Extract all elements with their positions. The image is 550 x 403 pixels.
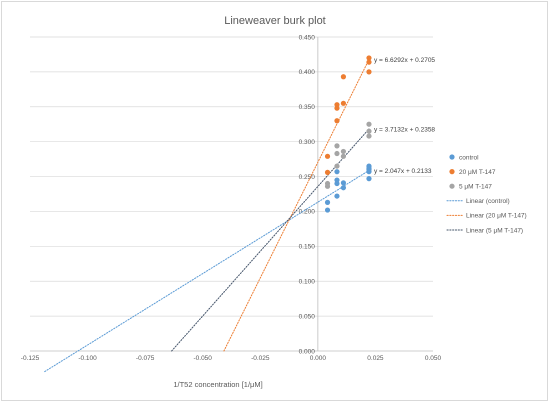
y-tick-label: 0.100 <box>299 279 316 286</box>
trendline-equation-0: y = 2.047x + 0.2133 <box>374 168 432 175</box>
data-point-0 <box>366 169 372 175</box>
data-point-0 <box>324 199 331 205</box>
x-tick-label: -0.025 <box>251 355 270 362</box>
legend-marker-0 <box>449 154 455 160</box>
legend-label-2: 5 μM T-147 <box>459 184 492 191</box>
trendline-2 <box>171 128 370 352</box>
data-point-1 <box>324 153 331 159</box>
x-axis-title: 1/T52 concentration [1/μM] <box>173 380 262 389</box>
x-tick-label: 0.025 <box>367 355 384 362</box>
x-tick-label: -0.075 <box>136 355 155 362</box>
y-tick-label: 0.300 <box>299 139 316 146</box>
data-point-2 <box>334 150 340 157</box>
y-tick-label: 0.250 <box>299 174 316 181</box>
trendline-0 <box>44 169 370 373</box>
legend-label-5: Linear (5 μM T-147) <box>466 227 523 234</box>
data-point-1 <box>334 118 340 124</box>
tick-labels: 0.000 0.050 0.100 0.150 0.200 0.250 0.300 0.350… <box>21 34 442 362</box>
trendline-1 <box>223 59 370 352</box>
y-tick-label: 0.200 <box>299 209 316 216</box>
data-point-0 <box>340 185 347 191</box>
data-point-1 <box>366 59 372 65</box>
y-tick-label: 0.400 <box>299 69 316 76</box>
data-point-0 <box>366 176 372 182</box>
legend-label-1: 20 μM T-147 <box>459 169 496 176</box>
y-tick-label: 0.050 <box>299 313 316 320</box>
data-point-2 <box>340 153 347 159</box>
x-tick-label: 0.050 <box>425 355 442 362</box>
data-point-2 <box>366 121 372 127</box>
data-point-1 <box>340 100 347 106</box>
chart-title: Lineweaver burk plot <box>224 15 326 27</box>
y-tick-label: 0.450 <box>299 34 316 41</box>
data-point-2 <box>324 180 331 187</box>
x-tick-label: -0.125 <box>21 355 40 362</box>
data-point-0 <box>334 169 340 175</box>
trendline-equations: y = 2.047x + 0.2133 y = 6.6292x + 0.2705 y… <box>374 57 435 175</box>
data-point-2 <box>334 163 340 169</box>
trendline-equation-2: y = 3.7132x + 0.2358 <box>374 126 435 133</box>
trendlines <box>44 59 370 373</box>
data-point-2 <box>334 143 340 149</box>
y-tick-label: 0.150 <box>299 244 316 251</box>
data-point-1 <box>334 105 340 111</box>
data-point-2 <box>340 148 347 155</box>
data-point-1 <box>340 74 347 80</box>
data-point-0 <box>334 177 340 183</box>
data-point-2 <box>366 133 372 139</box>
data-point-0 <box>340 180 347 186</box>
y-tick-label: 0.350 <box>299 104 316 111</box>
x-tick-label: -0.100 <box>78 355 97 362</box>
data-point-1 <box>366 69 372 75</box>
legend-label-0: control <box>459 154 479 161</box>
gridlines <box>30 36 433 317</box>
legend: control 20 μM T-147 5 μM T-147 Linear (cont… <box>446 154 527 234</box>
legend-label-3: Linear (control) <box>466 198 510 205</box>
data-points <box>324 55 372 213</box>
legend-marker-1 <box>449 169 455 175</box>
data-point-0 <box>334 193 340 199</box>
data-point-1 <box>324 169 331 175</box>
legend-label-4: Linear (20 μM T-147) <box>466 213 527 220</box>
x-tick-label: 0.000 <box>310 355 327 362</box>
trendline-equation-1: y = 6.6292x + 0.2705 <box>374 57 435 64</box>
axes <box>30 37 433 352</box>
y-tick-label: 0.000 <box>299 348 316 355</box>
x-tick-label: -0.050 <box>193 355 212 362</box>
data-point-2 <box>366 128 372 134</box>
data-point-0 <box>324 207 331 213</box>
legend-marker-2 <box>449 183 455 189</box>
data-point-1 <box>366 55 372 61</box>
